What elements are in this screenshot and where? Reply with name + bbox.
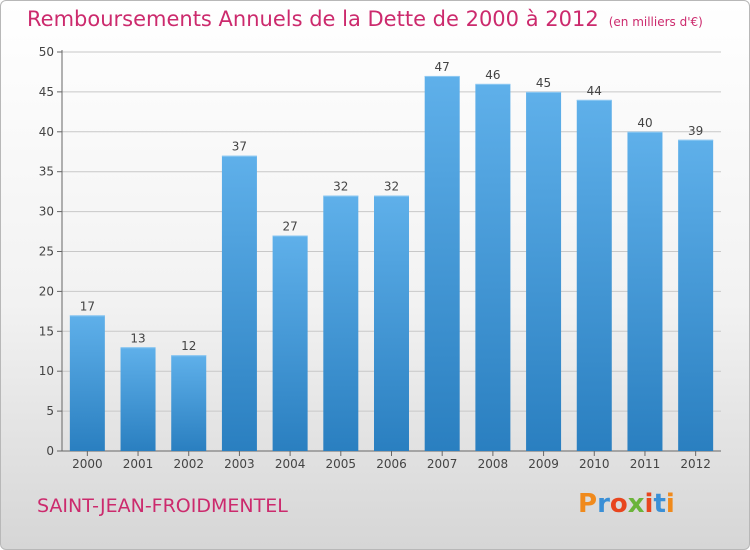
x-tick-label: 2008: [478, 457, 509, 471]
bar-2005: [323, 195, 359, 451]
bar-value-label: 13: [130, 331, 145, 345]
bar-value-label: 45: [536, 76, 551, 90]
y-tick-label: 10: [39, 364, 54, 378]
bar-2009: [526, 91, 562, 452]
x-tick-label: 2003: [224, 457, 255, 471]
bar-2000: [69, 315, 105, 451]
y-tick-label: 40: [39, 125, 54, 139]
chart-unit: (en milliers d'€): [608, 15, 703, 29]
x-tick-label: 2001: [123, 457, 154, 471]
y-tick-label: 30: [39, 205, 54, 219]
bars: [69, 75, 714, 452]
bar-2008: [475, 83, 511, 452]
x-tick-label: 2010: [579, 457, 610, 471]
logo-letter: P: [578, 489, 598, 519]
bar-value-label: 12: [181, 339, 196, 353]
labels: 0 5 10 15 20 25 30 35 40 45 50 17 2000 13 2001 12 2002 37…: [39, 45, 711, 471]
logo-letter: r: [597, 489, 610, 519]
x-tick-label: 2004: [275, 457, 306, 471]
bar-value-label: 46: [485, 68, 500, 82]
logo-letter: i: [644, 489, 654, 519]
y-tick-label: 35: [39, 165, 54, 179]
proxiti-logo[interactable]: Proxiti: [578, 489, 675, 519]
x-tick-label: 2012: [680, 457, 711, 471]
bar-value-label: 44: [587, 84, 602, 98]
x-tick-label: 2006: [376, 457, 407, 471]
logo-letter: t: [653, 489, 666, 519]
bar-value-label: 47: [435, 60, 450, 74]
x-tick-label: 2002: [173, 457, 204, 471]
bar-2012: [678, 139, 714, 451]
x-tick-label: 2000: [72, 457, 103, 471]
y-tick-label: 15: [39, 324, 54, 338]
bar-value-label: 39: [688, 124, 703, 138]
x-tick-label: 2009: [528, 457, 559, 471]
bar-2004: [272, 235, 308, 451]
bar-value-label: 40: [637, 116, 652, 130]
bar-2011: [627, 131, 663, 452]
y-tick-label: 45: [39, 85, 54, 99]
y-tick-label: 0: [46, 444, 54, 458]
bar-2006: [374, 195, 409, 451]
bar-2010: [576, 99, 612, 451]
chart-title: Remboursements Annuels de la Dette de 20…: [27, 7, 703, 31]
y-tick-label: 20: [39, 284, 54, 298]
y-tick-label: 50: [39, 45, 54, 59]
bar-2002: [171, 355, 207, 451]
logo-letter: i: [665, 489, 675, 519]
chart-title-text: Remboursements Annuels de la Dette de 20…: [27, 7, 599, 31]
logo-letter: x: [627, 489, 645, 519]
commune-name: SAINT-JEAN-FROIDMENTEL: [37, 495, 288, 517]
bar-2007: [424, 75, 460, 451]
bar-2001: [120, 347, 156, 451]
bar-value-label: 27: [282, 220, 297, 234]
bar-value-label: 32: [333, 180, 348, 194]
x-tick-label: 2007: [427, 457, 458, 471]
x-tick-label: 2011: [630, 457, 661, 471]
bar-value-label: 37: [232, 140, 247, 154]
y-tick-label: 25: [39, 245, 54, 259]
bar-value-label: 32: [384, 180, 399, 194]
bar-value-label: 17: [80, 299, 95, 313]
bar-2003: [221, 155, 257, 452]
x-tick-label: 2005: [326, 457, 357, 471]
y-tick-label: 5: [46, 404, 54, 418]
logo-letter: o: [609, 489, 628, 519]
